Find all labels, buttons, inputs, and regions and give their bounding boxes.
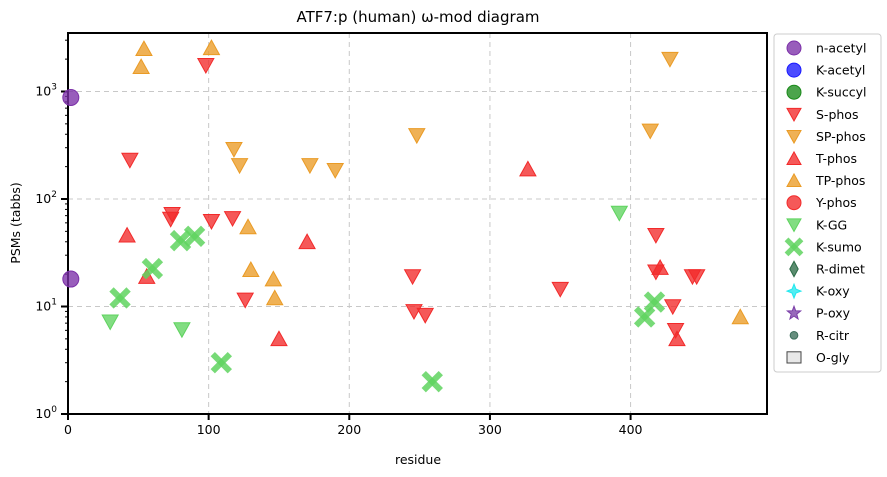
legend-marker-p-oxy	[785, 304, 803, 321]
legend-marker-sp-phos	[786, 129, 802, 145]
legend-label-y-phos: Y-phos	[815, 195, 857, 210]
sp-phos-point	[301, 158, 319, 175]
legend-marker-tp-phos	[786, 172, 802, 188]
legend-frame	[773, 33, 882, 373]
legend-marker-r-dimet	[789, 260, 799, 278]
t-phos-point	[270, 330, 288, 347]
legend-label-k-sumo: K-sumo	[816, 239, 862, 254]
s-phos-point	[687, 269, 706, 286]
k-gg-point	[173, 322, 191, 339]
k-gg-point	[101, 314, 120, 331]
tp-phos-point	[265, 289, 284, 306]
legend-marker-k-acetyl	[786, 62, 802, 78]
legend-label-k-succyl: K-succyl	[816, 85, 866, 100]
axes: 0 100 200 300 400 100 101 102 103	[35, 32, 768, 437]
legend-label-k-oxy: K-oxy	[816, 284, 850, 299]
legend-label-t-phos: T-phos	[815, 151, 857, 166]
legend-label-tp-phos: TP-phos	[815, 173, 865, 188]
legend-label-o-gly: O-gly	[816, 350, 850, 365]
plot-frame	[67, 32, 768, 415]
chart-title: ATF7:p (human) ω-mod diagram	[297, 8, 540, 26]
legend-label-p-oxy: P-oxy	[816, 306, 851, 321]
s-phos-point	[647, 227, 665, 244]
legend-label-r-dimet: R-dimet	[816, 262, 865, 277]
data-points	[62, 39, 750, 393]
y-tick-label: 100	[35, 405, 57, 421]
legend-marker-k-sumo	[784, 237, 804, 257]
k-sumo-point	[633, 306, 656, 328]
s-phos-point	[121, 152, 139, 169]
s-phos-point	[196, 58, 215, 74]
legend-label-k-gg: K-GG	[816, 217, 847, 232]
legend-label-s-phos: S-phos	[816, 107, 858, 122]
t-phos-point	[298, 233, 316, 250]
sp-phos-point	[407, 128, 426, 145]
legend-marker-k-succyl	[786, 84, 802, 100]
k-sumo-point	[643, 291, 666, 313]
y-axis-label: PSMs (tabbs)	[8, 182, 23, 263]
sp-phos-point	[641, 123, 660, 140]
legend-label-k-acetyl: K-acetyl	[816, 63, 865, 78]
legend-marker-k-gg	[786, 218, 802, 233]
x-tick-label: 200	[337, 422, 361, 437]
legend-marker-y-phos	[786, 195, 802, 211]
y-tick-label: 102	[35, 190, 57, 206]
legend-marker-n-acetyl	[786, 40, 802, 56]
legend-marker-k-oxy	[785, 282, 803, 300]
n-acetyl-point	[62, 88, 80, 106]
n-acetyl-point	[62, 270, 80, 288]
tp-phos-point	[241, 261, 260, 277]
k-sumo-point	[421, 370, 443, 393]
sp-phos-point	[230, 158, 249, 175]
legend: n-acetyl K-acetyl K-succyl S-phos SP-phos T-p…	[773, 33, 882, 373]
tp-phos-point	[239, 218, 257, 235]
k-sumo-point	[169, 229, 192, 252]
sp-phos-point	[326, 162, 345, 179]
s-phos-point	[236, 292, 255, 309]
legend-marker-s-phos	[786, 107, 802, 122]
legend-label-sp-phos: SP-phos	[816, 129, 866, 144]
k-sumo-point	[141, 257, 164, 280]
k-sumo-point	[183, 225, 206, 247]
y-tick-label: 101	[35, 297, 57, 313]
k-sumo-point	[210, 352, 233, 374]
k-gg-point	[610, 205, 629, 222]
s-phos-point	[223, 211, 242, 228]
tp-phos-point	[264, 270, 283, 287]
legend-label-n-acetyl: n-acetyl	[816, 41, 866, 56]
x-tick-label: 0	[64, 422, 72, 437]
s-phos-point	[663, 299, 682, 316]
y-tick-label: 103	[35, 82, 57, 98]
tp-phos-point	[132, 58, 150, 75]
tp-phos-point	[731, 308, 750, 325]
legend-marker-o-gly	[786, 351, 802, 364]
t-phos-point	[668, 330, 686, 347]
tp-phos-point	[135, 40, 153, 57]
t-phos-point	[519, 160, 537, 177]
legend-marker-r-citr	[789, 330, 799, 340]
x-tick-label: 300	[478, 422, 502, 437]
t-phos-point	[651, 258, 669, 275]
k-sumo-point	[109, 287, 131, 309]
tp-phos-point	[202, 39, 221, 56]
t-phos-point	[118, 226, 136, 243]
s-phos-point	[551, 281, 570, 298]
sp-phos-point	[661, 51, 679, 68]
s-phos-point	[202, 214, 221, 230]
sp-phos-point	[225, 141, 243, 158]
x-axis-label: residue	[395, 452, 441, 467]
s-phos-point	[403, 269, 422, 286]
s-phos-point	[666, 323, 685, 339]
x-tick-label: 100	[197, 422, 221, 437]
legend-marker-t-phos	[786, 150, 802, 165]
legend-label-r-citr: R-citr	[816, 328, 850, 343]
s-phos-point	[161, 211, 180, 228]
s-phos-point	[416, 307, 435, 324]
x-tick-label: 400	[619, 422, 643, 437]
